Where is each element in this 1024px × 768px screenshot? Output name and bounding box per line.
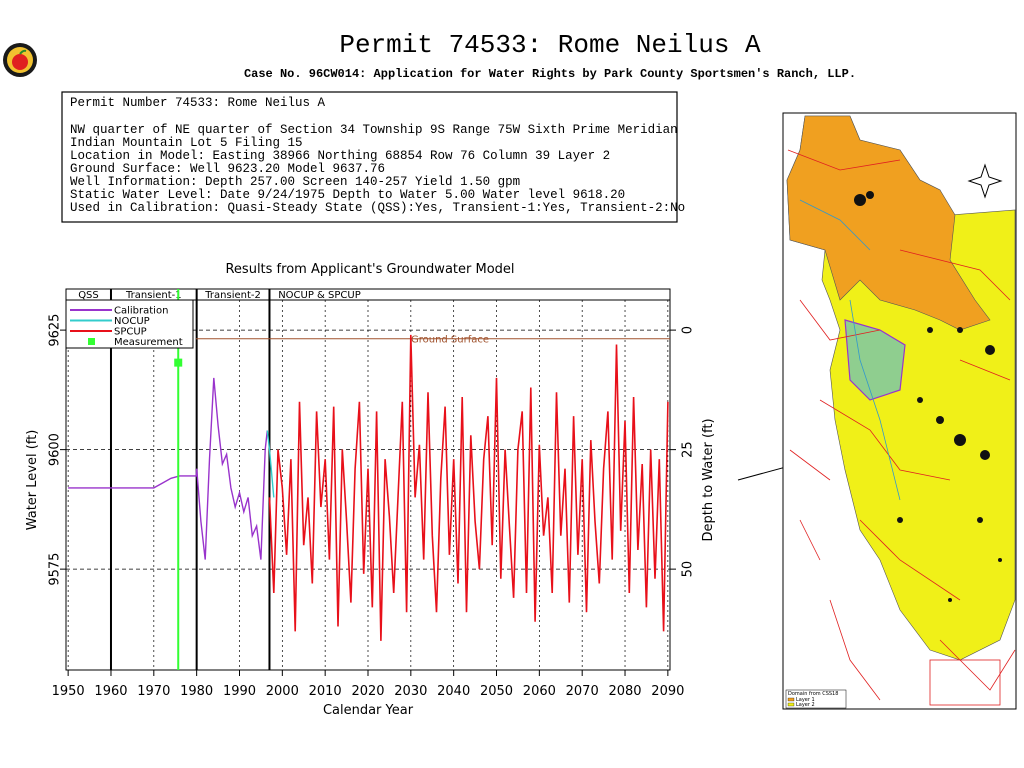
legend-marker (88, 338, 95, 345)
x-tick-label: 2050 (480, 684, 513, 699)
legend-box (65, 299, 194, 349)
measurement-marker (174, 358, 183, 367)
y2-tick-label: 50 (681, 561, 696, 578)
info-line: Indian Mountain Lot 5 Filing 15 (70, 136, 303, 150)
page-subtitle: Case No. 96CW014: Application for Water … (244, 67, 856, 81)
map-legend-title: Domain from CSS18 (788, 691, 838, 697)
info-lines: Permit Number 74533: Rome Neilus A NW qua… (70, 96, 685, 215)
period-label: Transient-2 (204, 290, 261, 301)
legend-label: NOCUP (114, 316, 150, 327)
plot: 1950 1960 1970 1980 1990 2000 2010 2020 2030 2040… (48, 288, 696, 699)
y-tick-label: 9575 (48, 553, 63, 586)
x-tick-label: 1990 (223, 684, 256, 699)
x-tick-label: 1960 (94, 684, 127, 699)
period-label: Transient-1 (125, 290, 182, 301)
info-box (61, 91, 678, 223)
x-tick-label: 1970 (137, 684, 170, 699)
x-tick-label: 2030 (394, 684, 427, 699)
info-line: Permit Number 74533: Rome Neilus A (70, 96, 326, 110)
logo (3, 43, 37, 77)
y-tick-label: 9600 (48, 433, 63, 466)
info-line: Used in Calibration: Quasi-Steady State … (70, 201, 685, 215)
ground-surface-label: Ground Surface (411, 335, 489, 346)
info-line: Well Information: Depth 257.00 Screen 14… (70, 175, 520, 189)
y2-axis-label: Depth to Water (ft) (701, 418, 716, 541)
x-tick-label: 2060 (523, 684, 556, 699)
legend-label: Calibration (114, 306, 168, 317)
y2-tick-label: 0 (681, 326, 696, 334)
series-line (68, 377, 268, 560)
info-line: Static Water Level: Date 9/24/1975 Depth… (70, 188, 625, 202)
series-line (266, 430, 275, 498)
legend-label: SPCUP (114, 327, 147, 338)
x-tick-label: 2080 (608, 684, 641, 699)
y-axis-label: Water Level (ft) (25, 430, 40, 531)
info-line: Location in Model: Easting 38966 Northin… (70, 149, 610, 163)
period-label: NOCUP & SPCUP (278, 290, 361, 301)
series-line (268, 334, 669, 641)
legend-label: Measurement (114, 337, 183, 348)
x-tick-label: 2040 (437, 684, 470, 699)
chart-title: Results from Applicant's Groundwater Mod… (225, 262, 514, 277)
page-title: Permit 74533: Rome Neilus A (339, 30, 761, 60)
plot-frame (65, 288, 671, 671)
x-tick-label: 2000 (266, 684, 299, 699)
x-tick-label: 2070 (566, 684, 599, 699)
map-legend-label: Layer 2 (796, 702, 815, 708)
x-tick-label: 2020 (351, 684, 384, 699)
x-axis-label: Calendar Year (323, 703, 414, 718)
x-tick-label: 2090 (651, 684, 684, 699)
map: Domain from CSS18 Layer 1 Layer 2 (782, 112, 1017, 710)
y2-tick-label: 25 (681, 441, 696, 458)
map-legend-label: Layer 1 (796, 697, 815, 703)
info-line: NW quarter of NE quarter of Section 34 T… (70, 123, 678, 137)
x-tick-label: 1980 (180, 684, 213, 699)
x-tick-label: 2010 (309, 684, 342, 699)
y-tick-label: 9625 (48, 314, 63, 347)
x-tick-label: 1950 (52, 684, 85, 699)
info-line: Ground Surface: Well 9623.20 Model 9637.… (70, 162, 385, 176)
period-label: QSS (78, 290, 99, 301)
